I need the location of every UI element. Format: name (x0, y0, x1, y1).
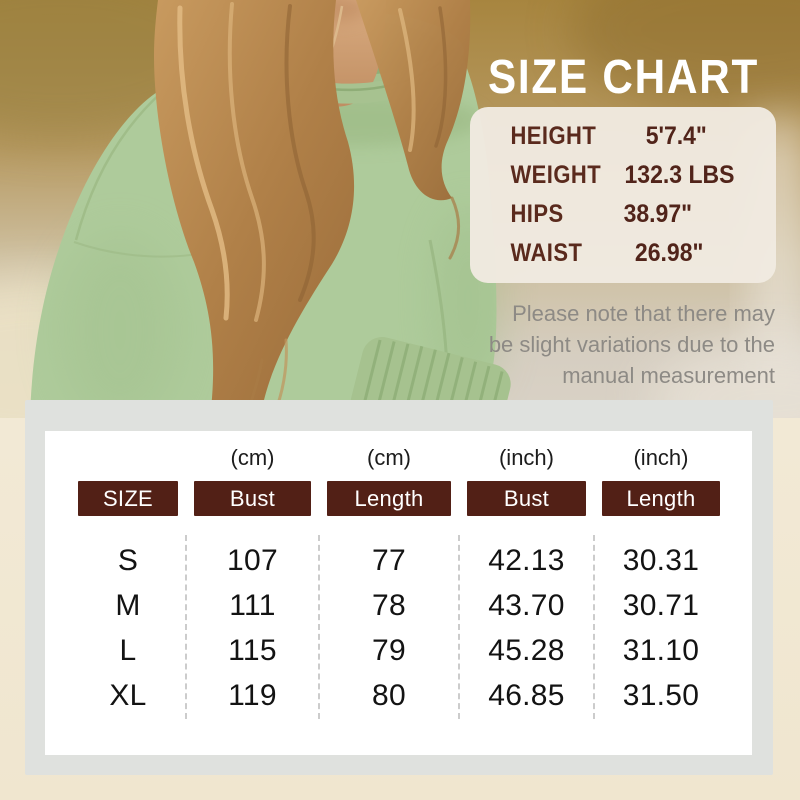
column-header-size: SIZE (78, 481, 178, 516)
model-photo-illustration (0, 0, 800, 418)
column-separator (593, 535, 595, 719)
unit-cell: (inch) (633, 445, 689, 470)
value-cell: 46.85 (488, 678, 565, 712)
stat-value: 26.98" (634, 239, 704, 267)
stat-label: HEIGHT (510, 122, 597, 150)
value-cell: 79 (372, 633, 406, 667)
column-header-bust-cm: Bust (194, 481, 311, 516)
column-separator (458, 535, 460, 719)
size-table-header-row: SIZE Bust Length Bust Length (78, 481, 752, 516)
stat-label: HIPS (510, 200, 564, 228)
size-table-units-row: (cm) (cm) (inch) (inch) (78, 445, 752, 471)
value-cell: 119 (228, 678, 277, 712)
size-cell: S (117, 543, 139, 577)
unit-cell: (inch) (498, 445, 554, 470)
size-table: (cm) (cm) (inch) (inch) SIZE Bust Length… (45, 431, 752, 755)
measurement-note-line: Please note that there may (512, 301, 775, 326)
value-cell: 78 (372, 588, 406, 622)
measurement-note: Please note that there may be slight var… (395, 298, 775, 392)
stat-value: 132.3 LBS (624, 161, 735, 189)
size-table-card: (cm) (cm) (inch) (inch) SIZE Bust Length… (25, 400, 773, 775)
size-table-body: S 107 77 42.13 30.31 M 111 78 43.70 30.7… (45, 538, 752, 718)
column-separator (185, 535, 187, 719)
value-cell: 80 (372, 678, 406, 712)
value-cell: 111 (229, 588, 276, 622)
value-cell: 31.10 (622, 633, 700, 667)
stat-value: 5'7.4" (646, 122, 708, 150)
size-cell: XL (109, 678, 147, 712)
model-photo (0, 0, 800, 418)
value-cell: 30.71 (622, 588, 700, 622)
stat-value: 38.97" (623, 200, 693, 228)
column-header-length-cm: Length (327, 481, 451, 516)
column-header-bust-inch: Bust (467, 481, 586, 516)
column-header-length-inch: Length (602, 481, 720, 516)
table-row-m: M 111 78 43.70 30.71 (78, 583, 752, 628)
page-title: SIZE CHART (488, 51, 760, 104)
value-cell: 77 (372, 543, 406, 577)
value-cell: 42.13 (488, 543, 565, 577)
value-cell: 30.31 (622, 543, 700, 577)
value-cell: 115 (228, 633, 277, 667)
unit-cell: (cm) (230, 445, 275, 470)
value-cell: 31.50 (622, 678, 700, 712)
stat-row-hips: HIPS 38.97" (470, 197, 776, 233)
measurement-note-line: manual measurement (562, 363, 775, 389)
stat-label: WEIGHT (510, 161, 602, 189)
value-cell: 107 (227, 543, 278, 577)
value-cell: 45.28 (488, 633, 565, 667)
column-separator (318, 535, 320, 719)
stat-row-height: HEIGHT 5'7.4" (470, 119, 776, 155)
stat-row-weight: WEIGHT 132.3 LBS (470, 158, 776, 194)
size-cell: L (119, 633, 137, 667)
unit-cell (78, 445, 178, 471)
value-cell: 43.70 (488, 588, 565, 622)
table-row-s: S 107 77 42.13 30.31 (78, 538, 752, 583)
unit-cell: (cm) (367, 445, 411, 470)
measurement-note-line: be slight variations due to the (488, 332, 775, 358)
stat-label: WAIST (510, 239, 583, 267)
stat-row-waist: WAIST 26.98" (470, 236, 776, 272)
model-measurements-panel: HEIGHT 5'7.4" WEIGHT 132.3 LBS HIPS 38.9… (470, 107, 776, 283)
table-row-l: L 115 79 45.28 31.10 (78, 628, 752, 673)
size-cell: M (115, 588, 141, 622)
table-row-xl: XL 119 80 46.85 31.50 (78, 673, 752, 718)
